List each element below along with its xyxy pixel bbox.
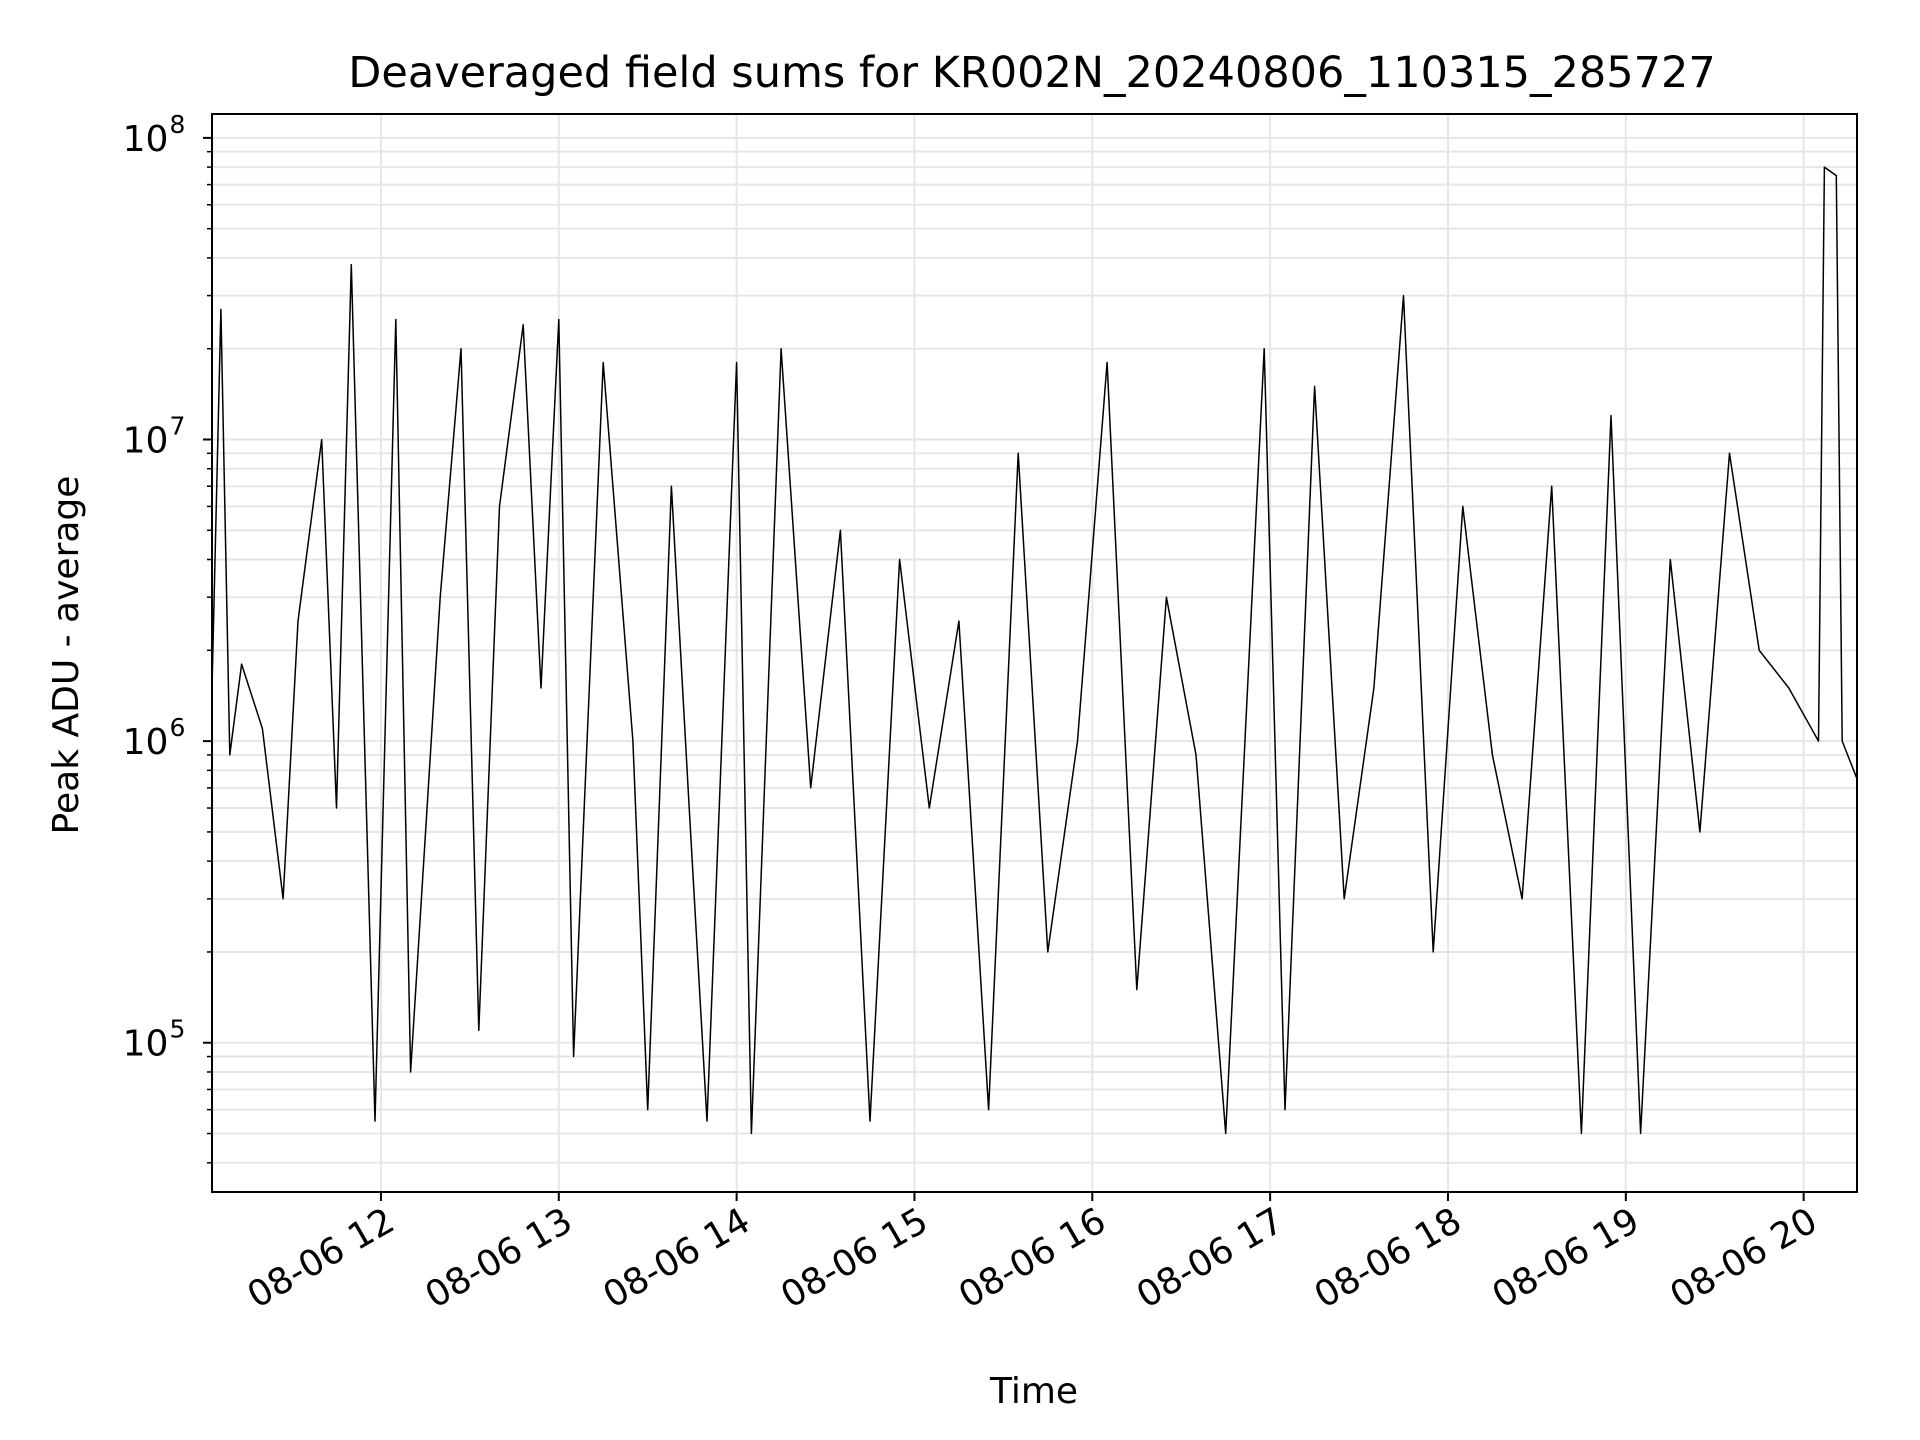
y-axis-label: Peak ADU - average (46, 476, 87, 835)
y-tick-exponent: 8 (169, 110, 185, 139)
plot-frame (211, 113, 1858, 1193)
y-tick-exponent: 5 (169, 1015, 185, 1044)
y-tick-exponent: 6 (169, 713, 185, 742)
series-group (211, 166, 1858, 1135)
chart-title: Deaveraged field sums for KR002N_2024080… (348, 48, 1715, 98)
y-tick-exponent: 7 (169, 412, 185, 441)
x-axis-label: Time (989, 1371, 1078, 1412)
y-tick-label: 106 (123, 713, 186, 763)
series-line-0 (211, 166, 1858, 1135)
